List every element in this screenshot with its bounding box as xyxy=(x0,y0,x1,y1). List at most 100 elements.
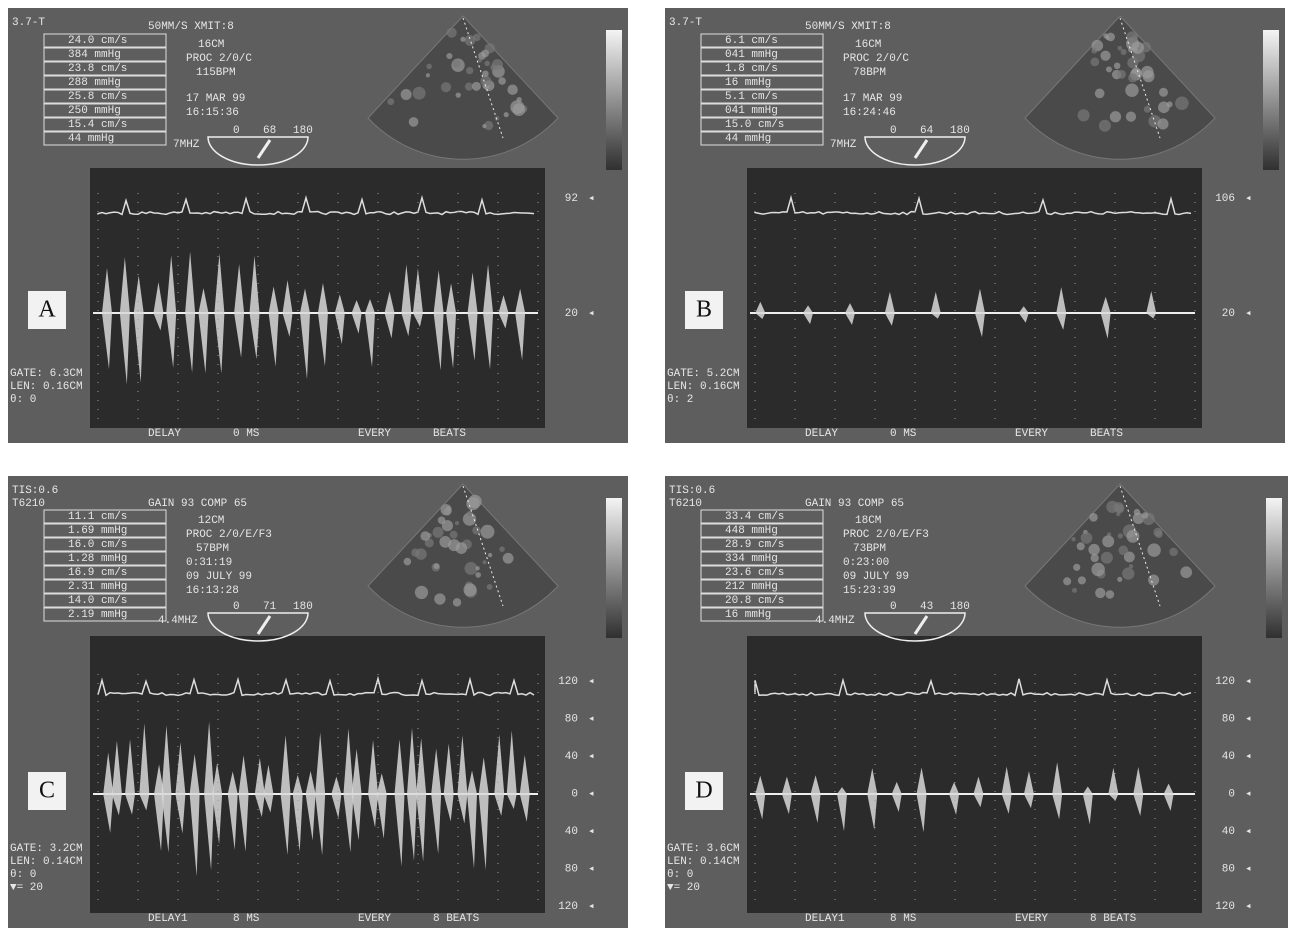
speckle xyxy=(1106,590,1115,599)
table-value: 33.4 cm/s xyxy=(725,511,784,523)
figure: 3.7-T50MM/S XMIT:824.0 cm/s384 mmHg23.8 … xyxy=(0,0,1295,934)
table-value: 16.0 cm/s xyxy=(68,539,127,551)
speckle xyxy=(1142,512,1149,519)
footer-text: EVERY xyxy=(358,428,391,440)
table-value: 16.9 cm/s xyxy=(68,567,127,579)
scale-arrow: ◂ xyxy=(1245,901,1252,913)
speckle xyxy=(1095,588,1105,598)
speckle xyxy=(1105,36,1109,40)
screen-text: 3.7-T xyxy=(669,17,702,29)
speckle xyxy=(472,82,481,91)
footer-text: 0 MS xyxy=(890,428,917,440)
speckle xyxy=(1157,118,1168,129)
speckle xyxy=(1155,530,1163,538)
gate-text: GATE: 6.3CM xyxy=(10,368,83,380)
scale-label: 40 xyxy=(1222,751,1235,763)
speckle xyxy=(1091,48,1097,54)
screen-text: 12CM xyxy=(198,515,224,527)
screen-text: 7MHZ xyxy=(830,139,857,151)
speckle xyxy=(1091,563,1104,576)
speckle xyxy=(1134,509,1140,515)
speckle xyxy=(1125,84,1138,97)
scale-arrow: ◂ xyxy=(1245,713,1252,725)
screen-text: GAIN 93 COMP 65 xyxy=(805,498,904,510)
speckle xyxy=(409,117,419,127)
footer-text: EVERY xyxy=(358,913,391,925)
screen-text: 180 xyxy=(293,125,313,137)
gate-text: ▼= 20 xyxy=(667,882,700,894)
screen-text: T6210 xyxy=(12,498,45,510)
speckle xyxy=(1077,542,1085,550)
doppler-area xyxy=(747,168,1202,428)
table-value: 1.69 mmHg xyxy=(68,525,127,537)
speckle xyxy=(447,28,457,38)
scale-arrow: ◂ xyxy=(588,193,595,205)
speckle xyxy=(473,34,481,42)
screen-text: 7MHZ xyxy=(173,139,200,151)
speckle xyxy=(1148,575,1159,586)
screen-text: GAIN 93 COMP 65 xyxy=(148,498,247,510)
speckle xyxy=(1143,70,1155,82)
speckle xyxy=(456,92,461,97)
speckle xyxy=(488,553,492,557)
speckle xyxy=(472,526,480,534)
speckle xyxy=(1078,109,1090,121)
table-value: 041 mmHg xyxy=(725,49,778,61)
table-value: 16 mmHg xyxy=(725,609,771,621)
table-value: 20.8 cm/s xyxy=(725,595,784,607)
speckle xyxy=(483,560,487,564)
screen-text: 0:31:19 xyxy=(186,557,232,569)
speckle xyxy=(495,116,500,121)
gate-text: θ: 0 xyxy=(667,869,693,881)
screen-text: 15:23:39 xyxy=(843,585,896,597)
speckle xyxy=(446,53,452,59)
doppler-area xyxy=(747,636,1202,913)
speckle xyxy=(401,89,412,100)
screen-text: 71 xyxy=(263,601,277,613)
scale-label: 20 xyxy=(1222,308,1235,320)
speckle xyxy=(1118,546,1128,556)
speckle xyxy=(481,50,489,58)
scale-label: 120 xyxy=(558,676,578,688)
speckle xyxy=(475,566,479,570)
speckle xyxy=(484,61,490,67)
gate-text: GATE: 3.2CM xyxy=(10,843,83,855)
speckle xyxy=(1169,548,1178,557)
footer-text: DELAY1 xyxy=(805,913,845,925)
screen-text: 50MM/S XMIT:8 xyxy=(805,21,891,33)
panel-label: A xyxy=(38,297,56,323)
gray-bar xyxy=(606,30,622,170)
screen-text: 57BPM xyxy=(196,543,229,555)
speckle xyxy=(450,531,458,539)
speckle xyxy=(1071,537,1075,541)
speckle xyxy=(464,583,477,596)
speckle xyxy=(1131,41,1143,53)
table-value: 250 mmHg xyxy=(68,105,121,117)
speckle xyxy=(1159,88,1168,97)
speckle xyxy=(387,98,394,105)
scale-label: 92 xyxy=(565,193,578,205)
speckle xyxy=(1091,554,1099,562)
speckle xyxy=(1078,576,1086,584)
speckle xyxy=(475,572,481,578)
gate-text: θ: 0 xyxy=(10,869,36,881)
scale-label: 120 xyxy=(558,901,578,913)
scale-arrow: ◂ xyxy=(1245,308,1252,320)
speckle xyxy=(1106,66,1112,72)
screen-text: 68 xyxy=(263,125,276,137)
scale-arrow: ◂ xyxy=(1245,751,1252,763)
scale-label: 80 xyxy=(565,713,578,725)
table-value: 2.19 mmHg xyxy=(68,609,127,621)
gray-bar xyxy=(606,498,622,638)
scale-label: 120 xyxy=(1215,901,1235,913)
screen-text: 180 xyxy=(950,601,970,613)
table-value: 1.8 cm/s xyxy=(725,63,778,75)
screen-text: 3.7-T xyxy=(12,17,45,29)
speckle xyxy=(1088,544,1099,555)
speckle xyxy=(1090,57,1099,66)
screen-text: 09 JULY 99 xyxy=(186,571,252,583)
gate-text: LEN: 0.16CM xyxy=(667,381,740,393)
scale-arrow: ◂ xyxy=(588,863,595,875)
table-value: 25.8 cm/s xyxy=(68,91,127,103)
speckle xyxy=(1117,46,1122,51)
